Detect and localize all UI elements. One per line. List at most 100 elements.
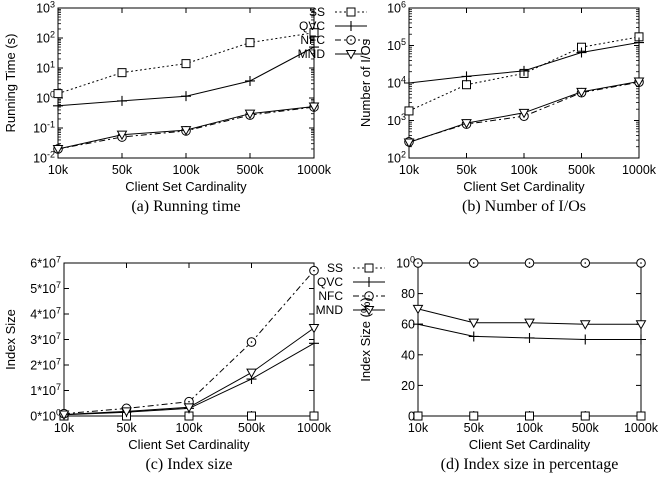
data-point [181,91,191,102]
series-mnd [412,304,647,330]
data-point [580,334,591,345]
data-point [413,258,423,268]
legend-label: NFC [318,289,343,303]
data-point [180,126,192,136]
y-tick-label: 103 [387,112,406,128]
y-axis-label: Index Size [3,309,18,370]
data-point [52,144,64,155]
y-tick-label: 10-1 [33,120,55,136]
data-point [117,95,127,106]
data-point [309,265,319,276]
legend-marker [364,263,374,273]
data-point [579,320,591,330]
data-point [524,258,535,268]
data-point [309,28,319,38]
y-tick-label: 20 [401,379,415,393]
series-nfc [413,258,646,268]
series-qvc [404,37,644,88]
chart-b: 102 103 104 105 106 10k 50k 100k 500k 1000k Client… [358,0,657,215]
chart-caption: (d) Index size in percentage [441,456,619,473]
y-tick-label: 5*107 [30,280,61,296]
data-point [53,100,63,111]
data-point [525,411,534,421]
y-tick-label: 104 [387,75,406,91]
data-point [309,411,319,421]
data-point [309,338,319,349]
x-tick-label: 1000k [622,163,657,177]
series-ss [413,411,646,421]
chart-d: 0 20 40 60 80 100 10k 50k 100k 500k 1000k Client Se… [358,255,659,474]
legend-label: MND [298,47,326,61]
data-point [576,47,587,58]
data-point [245,38,255,48]
chart-caption: (b) Number of I/Os [462,198,586,215]
data-point [246,337,257,347]
data-point [246,368,257,379]
data-point [461,71,472,82]
series-nfc [59,265,319,419]
x-tick-label: 10k [48,163,69,177]
data-point [469,411,479,421]
y-tick-label: 102 [36,30,55,46]
data-point [404,106,414,116]
x-tick-label: 10k [408,421,429,435]
x-tick-label: 10k [399,163,420,177]
y-tick-label: 100 [36,90,55,106]
series-mnd [403,77,645,148]
data-point [244,109,256,120]
data-point [462,80,471,90]
x-tick-label: 1000k [624,421,659,435]
data-point [468,318,480,329]
x-tick-label: 500k [236,163,264,177]
data-point [117,68,127,78]
x-tick-label: 100k [175,421,203,435]
x-tick-label: 10k [54,421,75,435]
data-point [183,403,195,413]
y-tick-label: 0*100 [30,408,61,424]
x-tick-label: 50k [112,163,133,177]
data-point [468,331,479,342]
x-tick-label: 100k [510,163,538,177]
data-point [308,324,320,334]
x-tick-label: 50k [456,163,477,177]
data-point [524,332,535,343]
x-tick-label: 500k [238,421,266,435]
x-tick-label: 100k [516,421,544,435]
legend-label: SS [309,5,325,19]
data-point [580,258,591,268]
x-axis-label: Client Set Cardinality [469,437,591,452]
x-axis-label: Client Set Cardinality [463,179,585,194]
data-point [468,258,479,268]
x-axis-label: Client Set Cardinality [128,437,250,452]
chart-c: 0*100 1*107 2*107 3*107 4*107 5*107 6*107 10k 50… [3,255,385,473]
y-tick-label: 106 [387,0,406,16]
y-tick-label: 102 [387,150,406,166]
series-mnd [58,324,320,420]
data-point [403,138,415,148]
data-point [309,42,319,53]
x-tick-label: 1000k [297,421,332,435]
chart-caption: (a) Running time [131,198,240,215]
series-line [408,81,640,143]
data-point [636,411,646,421]
y-tick-label: 105 [387,37,406,53]
x-tick-label: 500k [568,163,596,177]
x-tick-label: 500k [572,421,600,435]
data-point [116,130,128,141]
data-point [247,411,256,421]
data-point [461,119,472,129]
data-point [519,65,529,76]
legend-marker [346,7,356,17]
y-axis-label: Index Size (%) [358,297,373,382]
y-tick-label: 101 [36,60,55,76]
y-tick-label: 103 [36,0,55,16]
data-point [580,411,590,421]
y-tick-label: 0 [408,410,415,424]
series-line [63,270,315,415]
series-ss [53,28,319,99]
data-point [308,102,320,113]
legend-marker [364,291,374,301]
data-point [58,410,70,420]
